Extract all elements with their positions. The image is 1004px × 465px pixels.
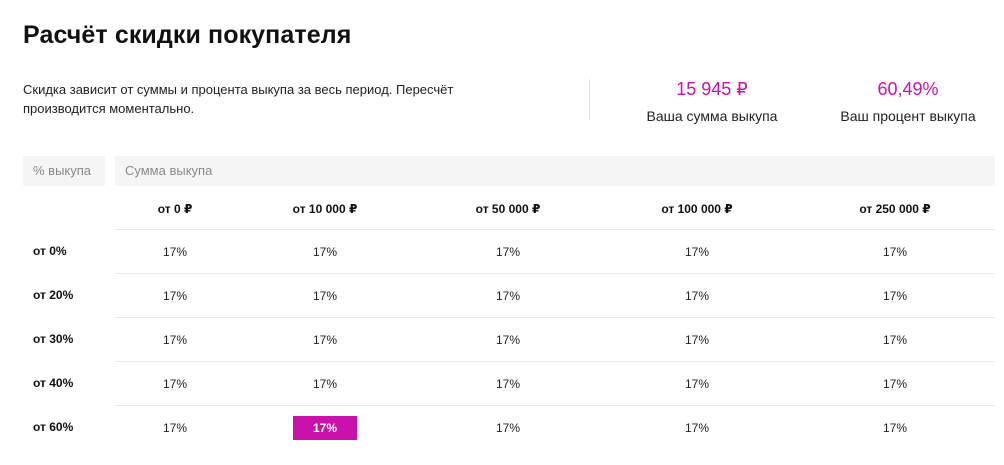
discount-cell: 17% [684, 421, 710, 435]
active-discount-cell: 17% [293, 416, 357, 440]
column-header: от 50 000 ₽ [475, 202, 541, 216]
row-label: от 20% [33, 288, 74, 302]
discount-cell: 17% [495, 289, 521, 303]
vertical-divider [589, 79, 590, 120]
description-text: Скидка зависит от суммы и процента выкуп… [23, 82, 454, 116]
discount-cell: 17% [162, 245, 188, 259]
discount-cell: 17% [495, 377, 521, 391]
discount-cell: 17% [882, 333, 908, 347]
row-label: от 40% [33, 376, 74, 390]
discount-cell: 17% [312, 333, 338, 347]
purchase-percent-stat: 60,49% Ваш процент выкупа [828, 78, 988, 125]
column-header: от 100 000 ₽ [661, 202, 733, 216]
discount-cell: 17% [495, 333, 521, 347]
purchase-sum-value: 15 945 ₽ [676, 79, 748, 99]
row-divider [115, 317, 995, 318]
discount-cell: 17% [312, 289, 338, 303]
purchase-percent-label: Ваш процент выкупа [840, 108, 976, 124]
discount-cell: 17% [684, 333, 710, 347]
row-divider [115, 229, 995, 230]
discount-cell: 17% [684, 245, 710, 259]
row-divider [115, 273, 995, 274]
discount-cell: 17% [162, 289, 188, 303]
column-header: от 0 ₽ [157, 202, 193, 216]
row-label: от 30% [33, 332, 74, 346]
row-label: от 60% [33, 420, 74, 434]
row-divider [115, 405, 995, 406]
purchase-sum-label: Ваша сумма выкупа [646, 108, 778, 124]
row-label: от 0% [33, 244, 67, 258]
discount-cell: 17% [162, 421, 188, 435]
purchase-sum-stat: 15 945 ₽ Ваша сумма выкупа [632, 78, 792, 125]
discount-cell: 17% [495, 421, 521, 435]
discount-cell: 17% [882, 289, 908, 303]
discount-cell: 17% [882, 245, 908, 259]
discount-cell: 17% [684, 377, 710, 391]
discount-cell: 17% [684, 289, 710, 303]
sum-header: Сумма выкупа [115, 156, 995, 186]
row-divider [115, 361, 995, 362]
column-header: от 10 000 ₽ [292, 202, 358, 216]
percent-header: % выкупа [23, 156, 105, 186]
column-header: от 250 000 ₽ [859, 202, 931, 216]
discount-cell: 17% [312, 245, 338, 259]
discount-cell: 17% [882, 377, 908, 391]
purchase-percent-value: 60,49% [877, 79, 939, 99]
discount-cell: 17% [162, 377, 188, 391]
discount-cell: 17% [495, 245, 521, 259]
discount-cell: 17% [312, 377, 338, 391]
discount-cell: 17% [162, 333, 188, 347]
page-title: Расчёт скидки покупателя [23, 21, 352, 49]
discount-cell: 17% [882, 421, 908, 435]
